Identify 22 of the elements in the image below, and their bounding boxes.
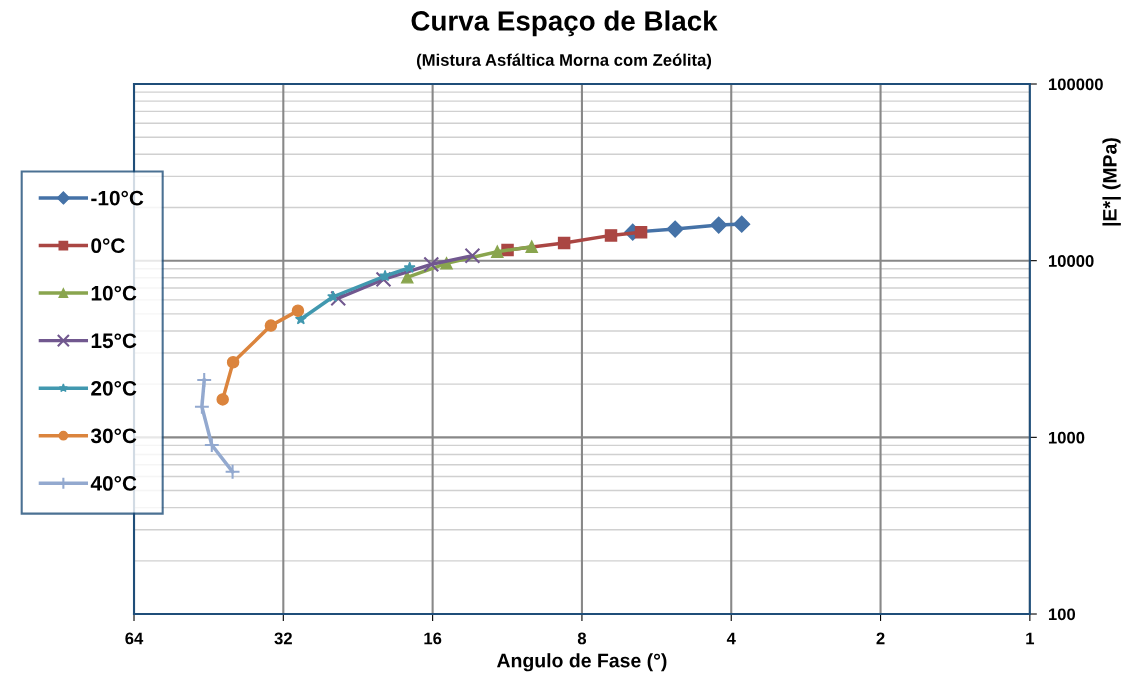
legend-label: 15°C bbox=[91, 333, 137, 349]
legend-label: 30°C bbox=[90, 428, 137, 444]
y-tick-label: 100 bbox=[1048, 608, 1076, 621]
chart-subtitle: (Mistura Asfáltica Morna com Zeólita) bbox=[416, 53, 712, 70]
y-axis-title: |E*| (MPa) bbox=[1102, 138, 1121, 226]
y-tick-label: 100000 bbox=[1048, 78, 1103, 91]
chart-title: Curva Espaço de Black bbox=[411, 10, 718, 37]
x-tick-label: 16 bbox=[424, 632, 442, 645]
x-axis-title: Angulo de Fase (°) bbox=[496, 653, 667, 672]
legend-label: 10°C bbox=[91, 285, 137, 301]
x-tick-label: 2 bbox=[876, 632, 885, 645]
y-tick-label: 10000 bbox=[1048, 255, 1094, 267]
x-tick-label: 32 bbox=[274, 632, 292, 645]
x-tick-label: 4 bbox=[726, 632, 736, 645]
y-tick-label: 1000 bbox=[1048, 431, 1085, 444]
x-tick-label: 64 bbox=[125, 632, 144, 645]
x-tick-label: 1 bbox=[1026, 632, 1035, 645]
legend-label: -10°C bbox=[91, 190, 144, 206]
legend-label: 20°C bbox=[91, 380, 137, 396]
legend-label: 0°C bbox=[91, 238, 125, 254]
x-tick-label: 8 bbox=[577, 632, 587, 645]
legend-label: 40°C bbox=[90, 476, 137, 491]
